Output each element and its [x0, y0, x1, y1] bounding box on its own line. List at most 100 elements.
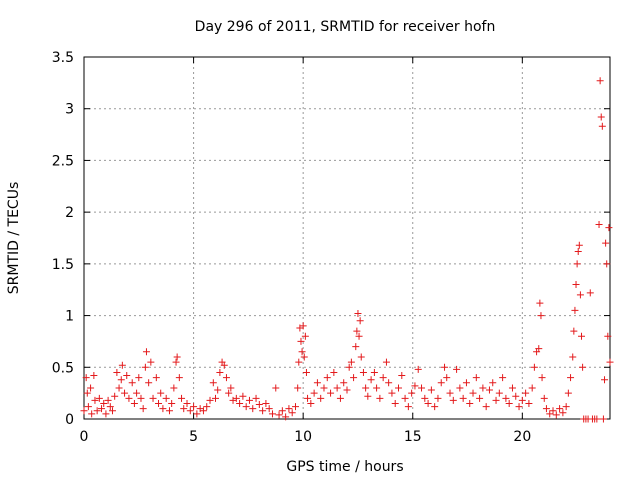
- data-point: [605, 224, 613, 232]
- data-point: [559, 409, 567, 417]
- data-point: [593, 415, 601, 423]
- data-point: [546, 410, 554, 418]
- data-point: [147, 358, 155, 366]
- data-point: [152, 374, 160, 382]
- data-point: [175, 374, 183, 382]
- data-point: [367, 376, 375, 384]
- grid-lines: [83, 56, 610, 420]
- plot-frame: [83, 56, 611, 420]
- data-point: [398, 372, 406, 380]
- data-point: [350, 374, 358, 382]
- data-point: [567, 374, 575, 382]
- data-point: [259, 407, 267, 415]
- data-point: [133, 389, 141, 397]
- data-point: [552, 411, 560, 419]
- data-point: [379, 374, 387, 382]
- data-point: [530, 363, 538, 371]
- x-tick-label: 10: [294, 429, 312, 445]
- data-point: [449, 396, 457, 404]
- data-point: [602, 239, 610, 247]
- data-point: [535, 345, 543, 353]
- data-point: [327, 389, 335, 397]
- data-point: [206, 396, 214, 404]
- data-point: [297, 337, 305, 345]
- data-point: [411, 382, 419, 390]
- data-point: [145, 379, 153, 387]
- data-point: [564, 389, 572, 397]
- data-point: [569, 353, 577, 361]
- data-point: [599, 415, 607, 423]
- data-point: [90, 372, 98, 380]
- data-point: [117, 376, 125, 384]
- data-point: [538, 374, 546, 382]
- data-point: [88, 410, 96, 418]
- data-point: [203, 403, 211, 411]
- data-point: [345, 363, 353, 371]
- data-point: [135, 374, 143, 382]
- x-tick-label: 5: [189, 429, 198, 445]
- data-point: [252, 394, 260, 402]
- chart-title: Day 296 of 2011, SRMTID for receiver hof…: [195, 19, 496, 35]
- data-point: [108, 407, 116, 415]
- data-point: [357, 353, 365, 361]
- data-point: [353, 327, 361, 335]
- data-point: [575, 241, 583, 249]
- data-point: [236, 399, 244, 407]
- data-point: [330, 368, 338, 376]
- data-point: [142, 348, 150, 356]
- data-point: [571, 306, 579, 314]
- x-tick-label: 0: [80, 429, 89, 445]
- data-point: [404, 403, 412, 411]
- data-point: [299, 322, 307, 330]
- data-point: [93, 407, 101, 415]
- data-point: [232, 394, 240, 402]
- data-point: [106, 403, 114, 411]
- data-point: [317, 394, 325, 402]
- data-point: [130, 399, 138, 407]
- data-point: [113, 368, 121, 376]
- y-tick-label: 2.5: [52, 153, 74, 169]
- data-point: [336, 394, 344, 402]
- x-tick-label: 20: [513, 429, 531, 445]
- data-point: [291, 403, 299, 411]
- data-point: [356, 317, 364, 325]
- data-point: [125, 394, 133, 402]
- data-point: [111, 392, 119, 400]
- data-point: [596, 77, 604, 85]
- data-point: [180, 405, 188, 413]
- data-point: [598, 122, 606, 130]
- data-point: [249, 405, 257, 413]
- data-point: [434, 394, 442, 402]
- data-point: [139, 405, 147, 413]
- y-tick-label: 3.5: [52, 50, 74, 66]
- data-point: [294, 384, 302, 392]
- x-axis-ticks: 0 5 10 15 20: [80, 57, 531, 445]
- data-point: [212, 394, 219, 402]
- data-point: [307, 399, 315, 407]
- data-point: [595, 221, 603, 229]
- data-point: [388, 389, 396, 397]
- data-point: [172, 358, 180, 366]
- data-point: [603, 260, 611, 268]
- data-point: [601, 376, 609, 384]
- data-point: [453, 365, 461, 373]
- data-point: [518, 396, 526, 404]
- data-point: [285, 405, 293, 413]
- data-point: [556, 405, 564, 413]
- data-point: [437, 379, 445, 387]
- data-point: [505, 399, 513, 407]
- data-point: [586, 289, 594, 297]
- data-point: [508, 384, 516, 392]
- data-point: [597, 113, 605, 121]
- data-point: [104, 396, 112, 404]
- data-point: [155, 399, 163, 407]
- data-point: [245, 396, 253, 404]
- data-point: [431, 403, 439, 411]
- data-point: [282, 413, 290, 421]
- data-point: [576, 291, 584, 299]
- data-point: [83, 389, 91, 397]
- data-point: [159, 405, 167, 413]
- x-tick-label: 15: [404, 429, 422, 445]
- data-point: [525, 399, 533, 407]
- data-point: [347, 358, 355, 366]
